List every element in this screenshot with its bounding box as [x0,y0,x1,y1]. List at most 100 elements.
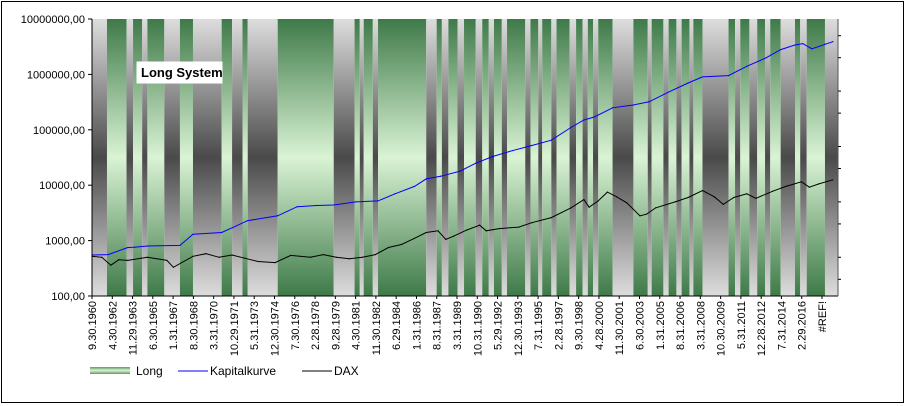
data-point-kapitalkurve-23 [511,150,513,152]
y-tick-label: 10000000,00 [21,14,85,26]
x-tick-label: 7.31.2014 [776,301,788,350]
data-point-kapitalkurve-20 [459,170,461,172]
data-point-dax-50 [722,203,724,206]
data-point-dax-46 [674,201,676,203]
data-point-dax-37 [583,198,585,201]
regime-band-out-56 [735,19,741,296]
data-point-dax-25 [425,231,427,234]
data-point-kapitalkurve-28 [593,116,595,118]
regime-band-out-24 [457,19,465,296]
x-tick-label: 3.31.1989 [452,301,464,350]
data-point-kapitalkurve-4 [146,245,148,247]
data-point-dax-35 [550,217,552,219]
regime-band-out-48 [663,19,669,296]
data-point-dax-52 [746,193,748,195]
y-tick-label: 1000000,00 [27,69,85,81]
x-tick-label: 5.31.1973 [249,301,261,350]
x-tick-label: #REF! [817,301,829,332]
regime-band-out-40 [582,19,588,296]
regime-band-long-23 [448,19,458,296]
x-tick-label: 12.30.1993 [513,301,525,356]
regime-band-out-26 [475,19,483,296]
regime-band-long-33 [530,19,539,296]
data-point-dax-30 [479,224,481,226]
data-point-dax-45 [654,207,657,209]
x-tick-label: 11.30.1982 [371,301,383,355]
regime-band-out-58 [749,19,758,296]
data-point-kapitalkurve-35 [727,75,730,77]
data-point-dax-7 [172,266,175,268]
data-point-dax-53 [755,197,757,199]
data-point-dax-43 [639,215,641,217]
data-point-dax-27 [445,238,447,241]
x-tick-label: 8.30.1968 [188,301,200,350]
data-point-kapitalkurve-5 [179,244,181,246]
regime-band-long-37 [556,19,570,296]
x-tick-label: 4.30.1981 [351,301,363,350]
x-tick-label: 8.31.1987 [432,301,444,350]
regime-band-out-42 [593,19,599,296]
data-point-kapitalkurve-38 [780,49,782,51]
data-point-dax-5 [146,256,148,258]
regime-band-long-31 [507,19,526,296]
data-point-dax-2 [110,264,112,266]
data-point-dax-38 [588,206,590,208]
regime-band-long-3 [133,19,143,296]
data-point-dax-16 [309,256,311,258]
regime-band-long-27 [482,19,489,296]
x-tick-label: 8.31.2006 [675,301,687,350]
data-point-kapitalkurve-10 [277,215,279,217]
x-tick-labels: 9.30.1960 4.30.1962 11.29.1963 6.30.1965 1.3… [87,301,829,356]
data-point-dax-20 [361,256,363,258]
regime-band-long-19 [378,19,427,296]
data-point-dax-39 [597,200,599,202]
data-point-dax-13 [257,260,259,263]
data-point-kapitalkurve-17 [413,185,416,188]
data-point-dax-28 [452,235,455,237]
data-point-dax-21 [374,253,377,256]
data-point-kapitalkurve-3 [133,246,135,248]
y-tick-label: 10000,00 [39,180,85,192]
data-point-kapitalkurve-31 [648,101,650,103]
data-point-dax-15 [290,254,292,257]
data-point-kapitalkurve-25 [550,139,552,141]
data-point-kapitalkurve-40 [802,42,804,45]
data-point-kapitalkurve-13 [333,204,335,206]
data-point-kapitalkurve-41 [811,48,813,50]
data-point-dax-8 [192,255,194,257]
data-point-dax-47 [687,196,689,199]
data-point-kapitalkurve-16 [394,193,396,195]
regime-band-out-62 [780,19,795,296]
y-tick-label: 100,00 [51,291,85,303]
data-point-kapitalkurve-18 [425,178,427,180]
data-point-kapitalkurve-29 [611,107,614,109]
x-tick-label: 7.31.1995 [533,301,545,350]
chart-title: Long System [141,65,223,80]
axes-layer [88,18,841,299]
regime-band-long-5 [147,19,165,296]
regime-band-long-59 [757,19,766,296]
data-point-dax-12 [244,257,246,259]
x-tick-label: 4.30.1962 [107,301,119,350]
regime-band-long-21 [436,19,442,296]
data-point-dax-14 [274,262,276,264]
regime-band-out-12 [247,19,278,296]
data-point-dax-59 [832,179,834,181]
x-tick-label: 2.28.1978 [310,301,322,350]
legend-label-dax: DAX [334,364,359,378]
regime-band-out-54 [702,19,729,296]
data-point-dax-10 [218,256,220,258]
data-point-kapitalkurve-42 [824,43,826,45]
regime-band-out-66 [824,19,838,296]
regime-band-out-2 [126,19,134,296]
data-point-kapitalkurve-12 [316,204,318,207]
y-tick-label: 100000,00 [33,125,85,137]
x-tick-label: 2.29.2016 [797,301,809,350]
regime-band-out-46 [647,19,652,296]
x-tick-label: 3.31.1970 [209,301,221,350]
chart-title-box: Long System [136,61,223,84]
regime-band-out-16 [359,19,364,296]
x-tick-label: 1.31.1967 [168,301,180,350]
regime-band-out-0 [92,19,107,296]
